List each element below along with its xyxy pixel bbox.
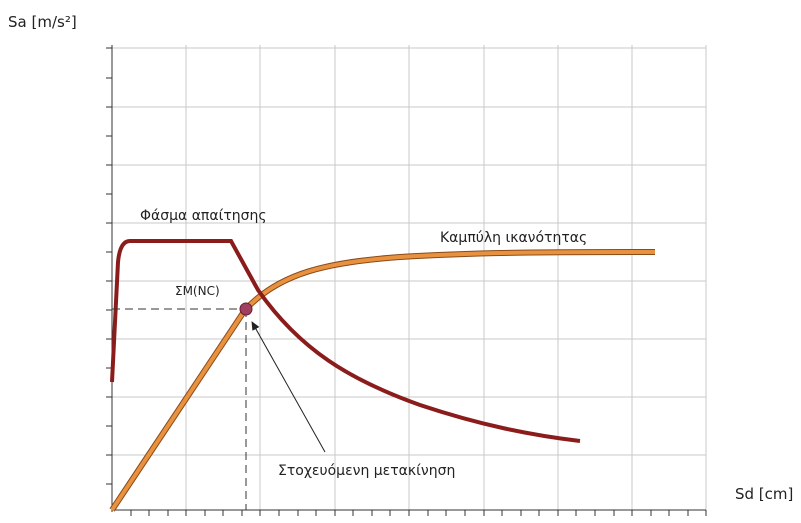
y-axis-label: Sa [m/s²] xyxy=(8,13,77,31)
grid xyxy=(112,45,707,510)
capacity-label: Καμπύλη ικανότητας xyxy=(440,230,587,246)
point-label: ΣM(NC) xyxy=(175,284,220,298)
target-point xyxy=(239,302,253,316)
axis-ticks xyxy=(106,45,707,516)
annotation-arrow xyxy=(251,321,326,453)
x-axis-label: Sd [cm] xyxy=(735,485,793,503)
capacity-curve xyxy=(110,250,656,512)
demand-curve xyxy=(110,239,581,443)
demand-label: Φάσμα απαίτησης xyxy=(140,208,267,224)
annotation-label: Στοχευόμενη μετακίνηση xyxy=(278,463,455,479)
